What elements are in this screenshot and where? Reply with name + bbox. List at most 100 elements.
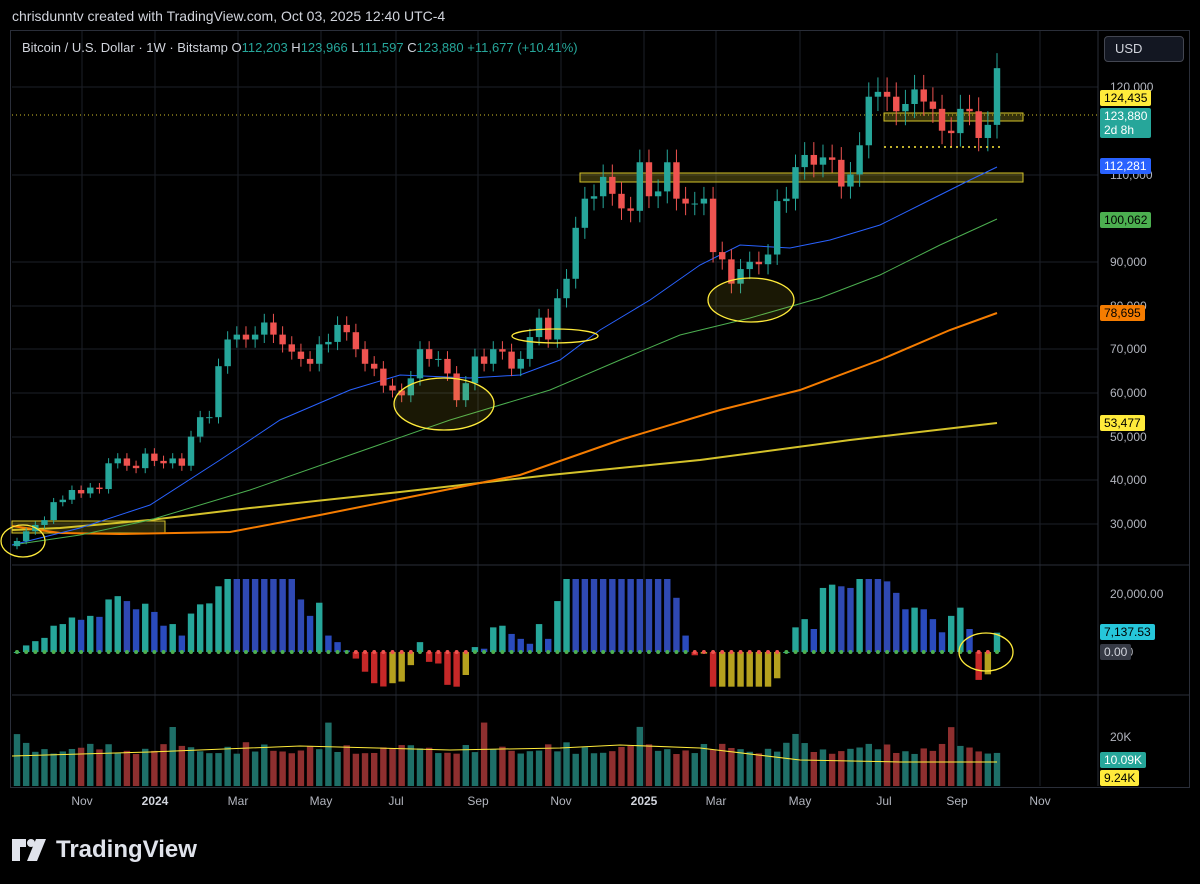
volume-bar bbox=[444, 752, 451, 786]
candle-body bbox=[948, 130, 955, 134]
candle-body bbox=[819, 157, 827, 165]
volume-bar bbox=[151, 750, 158, 786]
volume-bar bbox=[380, 747, 387, 786]
oscillator-dot bbox=[518, 650, 523, 654]
candle-body bbox=[77, 490, 85, 494]
oscillator-bar bbox=[929, 619, 937, 652]
volume-bar bbox=[352, 753, 360, 786]
oscillator-bar bbox=[728, 652, 735, 687]
oscillator-dot bbox=[253, 650, 258, 654]
volume-bar bbox=[764, 748, 772, 786]
oscillator-bar bbox=[801, 619, 808, 652]
oscillator-bar bbox=[664, 579, 671, 652]
oscillator-dot bbox=[399, 650, 404, 654]
oscillator-bar bbox=[792, 627, 799, 652]
oscillator-bar bbox=[966, 629, 973, 652]
volume-bar bbox=[783, 742, 790, 786]
time-tick-label: Nov bbox=[1029, 794, 1050, 808]
oscillator-dot bbox=[656, 650, 661, 654]
oscillator-dot bbox=[582, 650, 587, 654]
oscillator-bar bbox=[883, 581, 891, 652]
candle-body bbox=[132, 465, 140, 469]
volume-bar bbox=[96, 749, 103, 786]
volume-bar bbox=[435, 753, 442, 786]
volume-bar bbox=[856, 747, 863, 786]
oscillator-dot bbox=[472, 650, 477, 654]
volume-bar bbox=[755, 753, 763, 786]
volume-bar bbox=[773, 751, 781, 786]
price-tag: 78,695 bbox=[1100, 305, 1145, 321]
candle-body bbox=[123, 458, 131, 466]
oscillator-dot bbox=[775, 650, 780, 654]
time-tick-label: Jul bbox=[388, 794, 403, 808]
oscillator-bar bbox=[948, 615, 955, 652]
volume-bar bbox=[306, 746, 314, 786]
oscillator-dot bbox=[482, 650, 487, 654]
oscillator-dot bbox=[143, 650, 148, 654]
volume-bar bbox=[105, 744, 112, 786]
oscillator-bar bbox=[206, 603, 213, 652]
candle-body bbox=[783, 198, 790, 202]
annotation-ellipse-1 bbox=[393, 377, 495, 431]
candle-body bbox=[792, 167, 799, 199]
volume-bar bbox=[288, 753, 295, 786]
volume-bar bbox=[920, 748, 927, 786]
oscillator-dot bbox=[820, 650, 825, 654]
oscillator-bar bbox=[508, 633, 515, 652]
price-tick-label: 50,000 bbox=[1110, 430, 1147, 444]
volume-bar bbox=[838, 751, 845, 786]
oscillator-dot bbox=[912, 650, 917, 654]
oscillator-bar bbox=[893, 592, 900, 652]
candle-body bbox=[920, 89, 927, 102]
time-tick-label: Sep bbox=[946, 794, 968, 808]
candle-body bbox=[233, 334, 241, 340]
candle-body bbox=[425, 349, 433, 359]
oscillator-dot bbox=[921, 650, 926, 654]
price-tick-label: 60,000 bbox=[1110, 386, 1147, 400]
candle-body bbox=[700, 198, 708, 204]
time-tick-label: Mar bbox=[228, 794, 249, 808]
oscillator-dot bbox=[811, 650, 816, 654]
oscillator-dot bbox=[289, 650, 294, 654]
candle-body bbox=[893, 96, 900, 112]
price-tag: 112,281 bbox=[1100, 158, 1151, 174]
volume-bar bbox=[508, 750, 515, 786]
oscillator-dot bbox=[692, 650, 697, 654]
oscillator-dot bbox=[381, 650, 386, 654]
candle-body bbox=[746, 261, 753, 270]
oscillator-bar bbox=[746, 652, 753, 687]
currency-button[interactable]: USD bbox=[1104, 36, 1184, 62]
oscillator-dot bbox=[271, 650, 276, 654]
oscillator-bar bbox=[169, 624, 176, 652]
volume-bar bbox=[416, 748, 424, 786]
candle-body bbox=[196, 417, 204, 437]
candle-body bbox=[306, 358, 314, 364]
price-tick-label: 30,000 bbox=[1110, 517, 1147, 531]
candle-body bbox=[490, 349, 497, 364]
oscillator-bar bbox=[993, 632, 1001, 652]
volume-bar bbox=[77, 747, 85, 786]
volume-bar bbox=[636, 726, 644, 786]
sma-200-line bbox=[11, 422, 998, 531]
oscillator-bar bbox=[957, 607, 964, 652]
oscillator-histogram bbox=[13, 579, 1001, 687]
oscillator-bar bbox=[288, 579, 295, 652]
volume-bar bbox=[343, 745, 350, 786]
candle-body bbox=[68, 490, 76, 500]
candle-body bbox=[874, 91, 882, 97]
oscillator-bar bbox=[828, 584, 836, 652]
oscillator-bar bbox=[444, 652, 451, 685]
candle-body bbox=[563, 278, 570, 299]
oscillator-dot bbox=[417, 650, 422, 654]
volume-bar bbox=[453, 753, 460, 786]
oscillator-bar bbox=[151, 611, 158, 652]
candle-body bbox=[242, 334, 250, 340]
tradingview-logo[interactable]: TradingView bbox=[12, 836, 197, 864]
oscillator-bar bbox=[975, 652, 982, 680]
oscillator-dot bbox=[234, 650, 239, 654]
volume-tag: 9.24K bbox=[1100, 770, 1140, 786]
candle-body bbox=[59, 499, 66, 503]
low-value: 111,597 bbox=[358, 40, 404, 55]
grid-lines bbox=[12, 31, 1190, 786]
